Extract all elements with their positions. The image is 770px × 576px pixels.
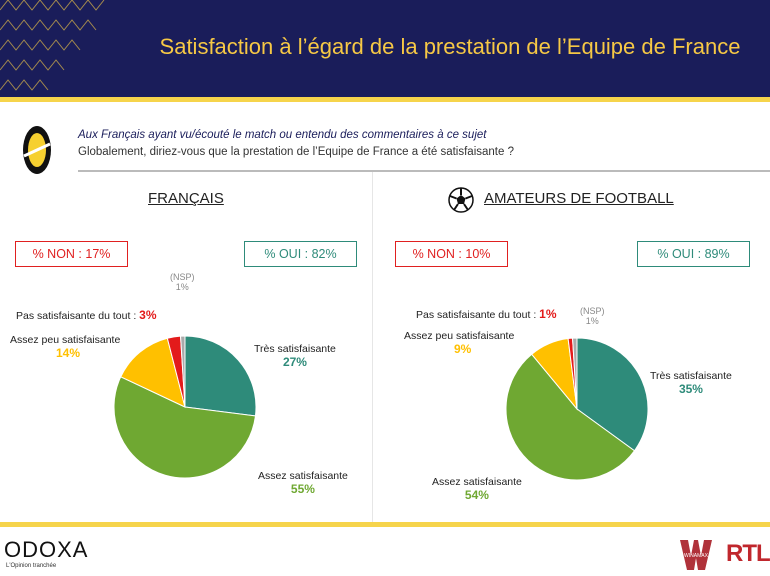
label-assez: Assez satisfaisante 55% bbox=[258, 470, 348, 496]
pie-slice-tres bbox=[576, 337, 649, 452]
group-title-amateurs: AMATEURS DE FOOTBALL bbox=[484, 190, 674, 207]
label-tres: Très satisfaisante 27% bbox=[254, 343, 336, 369]
non-total-badge: % NON : 17% bbox=[15, 241, 128, 267]
header-stripe bbox=[0, 97, 770, 102]
question-population: Aux Français ayant vu/écouté le match ou… bbox=[78, 129, 487, 141]
chevron-pattern bbox=[0, 0, 105, 91]
label-assez-peu: Assez peu satisfaisante 14% bbox=[10, 334, 121, 360]
divider-vertical bbox=[372, 172, 373, 522]
pie-slice-nsp bbox=[572, 337, 578, 410]
label-nsp: (NSP) 1% bbox=[170, 272, 195, 292]
odoxa-logo: ODOXA bbox=[4, 537, 89, 562]
football-icon bbox=[448, 187, 474, 213]
label-nsp: (NSP) 1% bbox=[580, 306, 605, 326]
pie-slice-assez bbox=[113, 376, 256, 479]
winamax-logo: WINAMAX bbox=[680, 540, 712, 570]
label-tres: Très satisfaisante 35% bbox=[650, 370, 732, 396]
label-assez-peu: Assez peu satisfaisante 9% bbox=[404, 330, 515, 356]
pie-slice-tres bbox=[184, 335, 257, 417]
label-pas-du-tout: Pas satisfaisante du tout : 3% bbox=[16, 308, 157, 322]
pie-slice-assez bbox=[505, 353, 636, 481]
svg-text:WINAMAX: WINAMAX bbox=[684, 553, 709, 559]
pie-slice-nsp bbox=[180, 335, 186, 408]
non-total-badge: % NON : 10% bbox=[395, 241, 508, 267]
group-title-francais: FRANÇAIS bbox=[148, 190, 224, 207]
pie-chart-francais bbox=[113, 335, 257, 479]
pie-chart-amateurs bbox=[505, 337, 649, 481]
odoxa-tagline: L'Opinion tranchée bbox=[6, 563, 57, 569]
odoxa-logo-icon bbox=[23, 126, 51, 174]
header-banner bbox=[0, 0, 770, 97]
footer-stripe bbox=[0, 522, 770, 527]
oui-total-badge: % OUI : 89% bbox=[637, 241, 750, 267]
oui-total-badge: % OUI : 82% bbox=[244, 241, 357, 267]
rtl-logo: RTL bbox=[726, 540, 770, 567]
question-text: Globalement, diriez-vous que la prestati… bbox=[78, 146, 514, 158]
label-assez: Assez satisfaisante 54% bbox=[432, 476, 522, 502]
divider bbox=[78, 170, 770, 172]
page-title: Satisfaction à l’égard de la prestation … bbox=[159, 34, 741, 59]
pie-slice-peu bbox=[120, 337, 186, 408]
label-pas-du-tout: Pas satisfaisante du tout : 1% bbox=[416, 307, 557, 321]
